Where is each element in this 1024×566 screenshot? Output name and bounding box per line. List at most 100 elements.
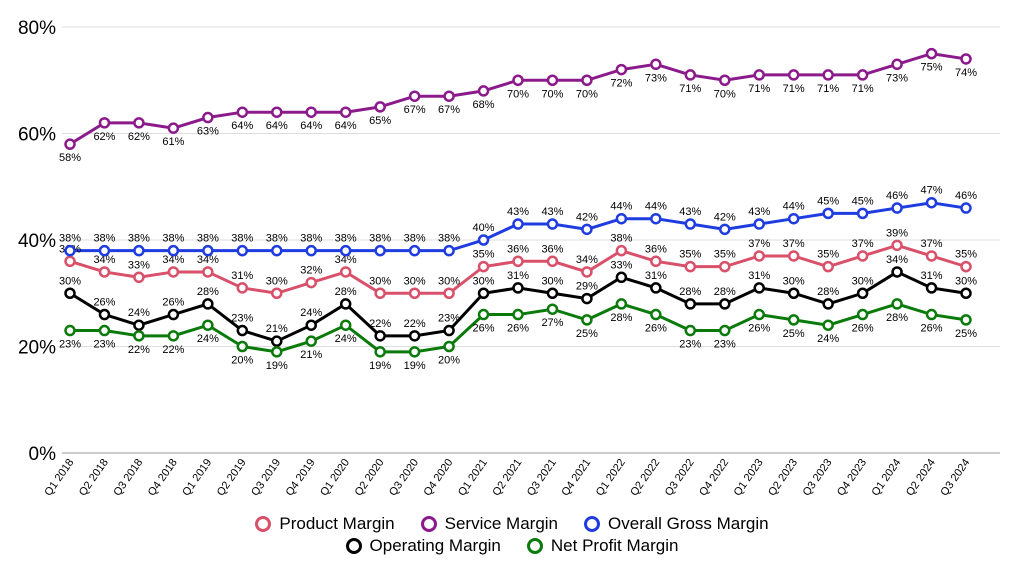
- legend-marker: [526, 538, 543, 554]
- data-label: 23%: [714, 339, 736, 351]
- data-label: 31%: [748, 270, 770, 282]
- data-point: [374, 244, 386, 257]
- data-point: [64, 244, 76, 257]
- data-point: [98, 324, 111, 337]
- x-tick-label: Q4 2022: [697, 457, 731, 498]
- data-label: 38%: [438, 233, 460, 245]
- data-point: [546, 255, 559, 268]
- data-label: 21%: [300, 349, 322, 361]
- legend-item-service-margin[interactable]: Service Margin: [420, 514, 558, 534]
- y-tick-label: 40%: [18, 231, 56, 252]
- data-point: [98, 117, 111, 129]
- data-point: [64, 138, 76, 150]
- data-point: [339, 106, 352, 118]
- data-label: 30%: [783, 275, 805, 287]
- data-point: [581, 292, 593, 305]
- legend-item-net-profit-margin[interactable]: Net Profit Margin: [526, 536, 678, 556]
- data-point: [64, 287, 76, 299]
- data-label: 30%: [369, 275, 391, 287]
- data-label: 24%: [300, 307, 322, 319]
- data-point: [339, 266, 352, 278]
- data-label: 22%: [128, 344, 150, 356]
- data-point: [822, 319, 834, 331]
- data-label: 22%: [369, 318, 391, 330]
- data-point: [236, 324, 249, 337]
- legend-item-overall-gross-margin[interactable]: Overall Gross Margin: [584, 514, 769, 534]
- data-point: [822, 298, 834, 310]
- data-point: [822, 69, 834, 81]
- data-point: [581, 314, 593, 326]
- legend-item-operating-margin[interactable]: Operating Margin: [345, 536, 501, 556]
- data-label: 30%: [438, 275, 460, 287]
- data-label: 28%: [335, 286, 357, 298]
- data-point: [615, 212, 628, 225]
- data-label: 40%: [473, 222, 495, 234]
- data-point: [443, 90, 455, 102]
- data-point: [236, 106, 249, 118]
- data-point: [891, 239, 903, 252]
- data-point: [133, 319, 145, 331]
- data-point: [339, 298, 352, 310]
- data-label: 23%: [438, 313, 460, 325]
- data-point: [719, 324, 731, 337]
- data-point: [925, 196, 938, 209]
- data-label: 38%: [162, 233, 184, 245]
- x-tick-label: Q1 2024: [869, 457, 903, 498]
- data-point: [684, 218, 697, 230]
- data-point: [512, 282, 524, 294]
- x-tick-label: Q2 2018: [77, 457, 111, 498]
- x-tick-label: Q2 2024: [904, 457, 938, 498]
- data-label: 44%: [610, 201, 632, 213]
- data-point: [787, 212, 800, 225]
- data-label: 37%: [921, 238, 943, 250]
- data-point: [753, 218, 765, 230]
- data-point: [236, 340, 249, 353]
- data-label: 24%: [335, 333, 357, 345]
- data-label: 23%: [93, 339, 115, 351]
- data-point: [856, 287, 869, 299]
- x-tick-label: Q3 2024: [938, 457, 972, 498]
- data-point: [822, 260, 834, 273]
- data-point: [305, 276, 317, 289]
- data-label: 38%: [59, 233, 81, 245]
- data-point: [408, 90, 421, 102]
- data-label: 20%: [438, 355, 460, 367]
- data-label: 71%: [852, 83, 874, 95]
- data-label: 44%: [783, 201, 805, 213]
- data-label: 61%: [162, 136, 184, 148]
- data-point: [891, 298, 903, 310]
- data-point: [133, 244, 145, 257]
- data-point: [546, 303, 559, 315]
- data-point: [477, 234, 490, 246]
- data-label: 29%: [576, 281, 598, 293]
- data-label: 26%: [921, 323, 943, 335]
- data-label: 38%: [335, 233, 357, 245]
- data-point: [236, 282, 249, 294]
- data-label: 26%: [507, 323, 529, 335]
- x-tick-label: Q3 2018: [111, 457, 145, 498]
- data-point: [408, 244, 421, 257]
- data-label: 65%: [369, 115, 391, 127]
- data-point: [202, 298, 214, 310]
- data-point: [650, 58, 662, 71]
- x-tick-label: Q3 2023: [801, 457, 835, 498]
- data-point: [891, 202, 903, 214]
- data-label: 20%: [231, 355, 253, 367]
- data-point: [202, 244, 214, 257]
- data-point: [477, 260, 490, 273]
- data-label: 31%: [231, 270, 253, 282]
- data-label: 30%: [473, 275, 495, 287]
- data-point: [891, 266, 903, 278]
- data-point: [305, 106, 317, 118]
- legend-item-product-margin[interactable]: Product Margin: [255, 514, 395, 534]
- data-point: [615, 244, 628, 257]
- data-point: [719, 298, 731, 310]
- data-point: [443, 244, 455, 257]
- data-label: 68%: [473, 99, 495, 111]
- data-point: [271, 106, 283, 118]
- x-tick-label: Q3 2022: [663, 457, 697, 498]
- data-point: [787, 250, 800, 262]
- data-point: [546, 287, 559, 299]
- data-label: 24%: [128, 307, 150, 319]
- legend-marker: [255, 516, 272, 532]
